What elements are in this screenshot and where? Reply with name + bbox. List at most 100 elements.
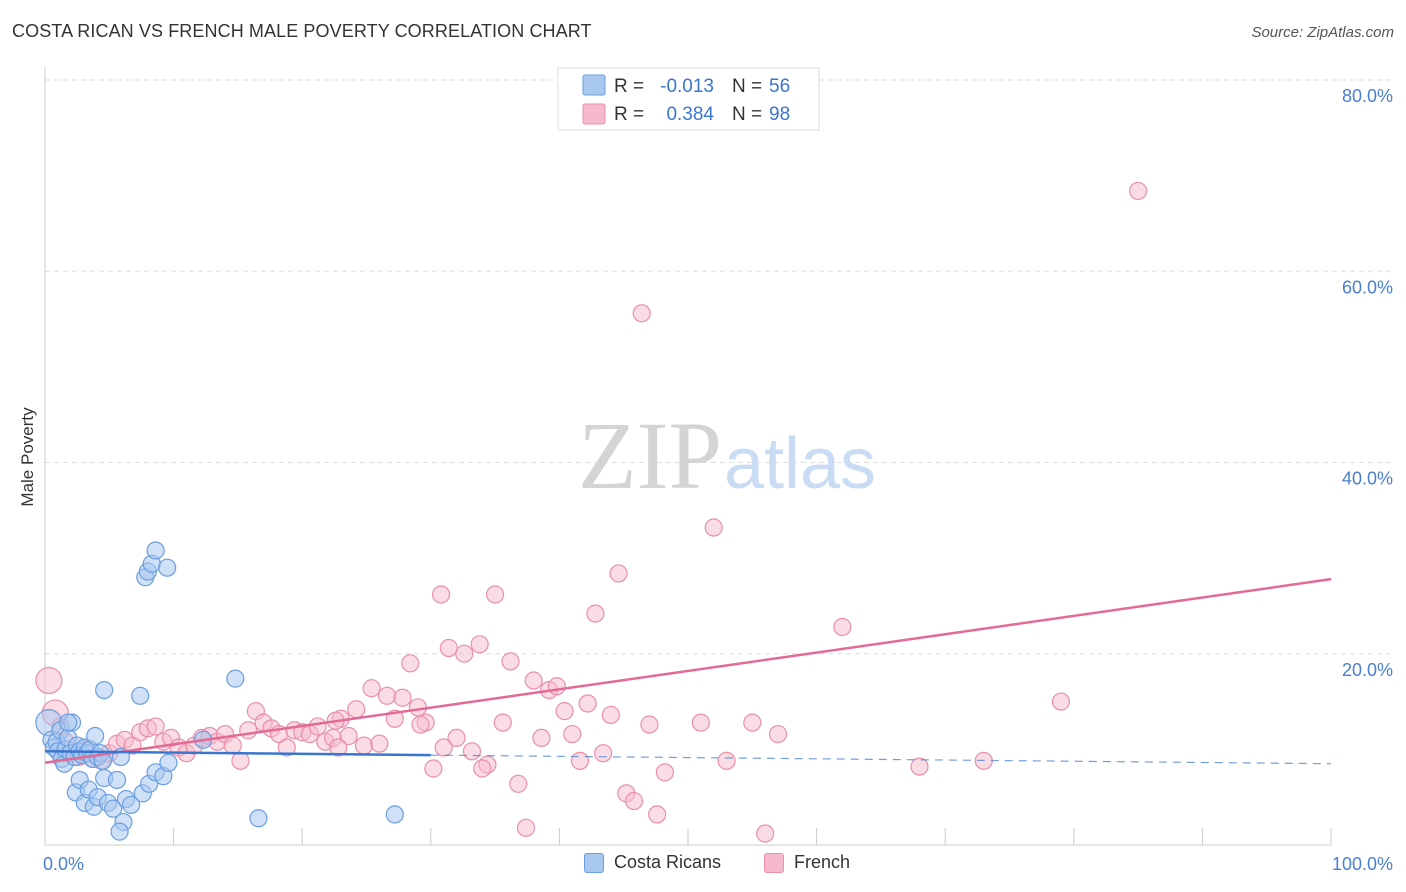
french-point (277, 738, 296, 757)
costa-ricans-point (110, 822, 129, 841)
french-point (473, 759, 492, 778)
french-point (640, 715, 659, 734)
french-point (509, 774, 528, 793)
french-point (470, 635, 489, 654)
y-tick-label-0: 20.0% (1342, 660, 1393, 680)
legend-r-label-2: R = (614, 104, 644, 125)
french-point (743, 713, 762, 732)
french-point (447, 728, 466, 748)
french-point (532, 728, 551, 748)
costa-ricans-point (122, 795, 141, 814)
costa-ricans-point (158, 558, 177, 577)
french-point (524, 671, 543, 690)
french-point (434, 738, 453, 757)
costa-ricans-point (107, 770, 127, 790)
french-point (756, 824, 775, 843)
x-tick-labels: 0.0% 100.0% (43, 854, 1393, 874)
legend-item-costa-ricans: Costa Ricans (584, 852, 721, 873)
french-point (586, 604, 605, 623)
costa-ricans-trend-line (44, 750, 431, 757)
french-point (563, 724, 582, 744)
french-point (329, 738, 348, 757)
french-point (516, 818, 536, 837)
french-point (370, 734, 389, 753)
french-point (455, 644, 474, 663)
source-label: Source: ZipAtlas.com (1251, 24, 1394, 41)
costa-ricans-point (131, 686, 150, 705)
bottom-legend: Costa Ricans French (0, 852, 1406, 878)
french-point (609, 564, 628, 583)
french-point (624, 791, 644, 811)
french-point (1128, 181, 1148, 201)
costa-ricans-point (385, 805, 404, 824)
french-point (408, 698, 428, 717)
legend-label-french: French (794, 852, 851, 872)
french-point (339, 726, 358, 746)
gridlines (45, 79, 1393, 655)
y-tick-label-1: 40.0% (1342, 469, 1393, 489)
french-point (594, 744, 613, 763)
french-point (493, 713, 512, 732)
french-point (308, 717, 327, 736)
french-point (910, 757, 929, 776)
french-point (486, 585, 505, 604)
legend-n-value-1: 56 (769, 76, 790, 97)
french-point (231, 751, 250, 770)
costa-ricans-point (146, 541, 165, 560)
french-point (401, 654, 420, 673)
french-trend-line (44, 577, 1332, 764)
costa-ricans-point (249, 809, 268, 828)
legend-r-label-1: R = (614, 76, 644, 97)
french-point (431, 585, 451, 604)
legend-r-value-1: -0.013 (660, 76, 714, 97)
french-point (704, 518, 723, 537)
french-point (362, 679, 381, 698)
french-point (578, 694, 597, 713)
french-point (393, 688, 412, 707)
y-tick-labels: 20.0% 40.0% 60.0% 80.0% (1342, 86, 1393, 680)
legend-n-label-1: N = (732, 76, 762, 97)
french-point (424, 759, 443, 778)
trend-lines (44, 577, 1332, 765)
costa-ricans-trend-extension (430, 754, 1332, 765)
costa-ricans-point (86, 726, 105, 746)
french-point (648, 805, 667, 824)
costa-ricans-point (226, 669, 245, 688)
french-point (354, 736, 374, 755)
french-point (768, 724, 788, 744)
french-point (347, 700, 366, 719)
chart-title: COSTA RICAN VS FRENCH MALE POVERTY CORRE… (12, 21, 592, 41)
french-point (833, 617, 852, 637)
legend-n-value-2: 98 (769, 104, 790, 125)
french-point (411, 715, 430, 734)
legend-swatch-french (764, 852, 784, 873)
legend-label-costa-ricans: Costa Ricans (614, 852, 722, 872)
french-point (655, 763, 674, 782)
watermark-atlas: atlas (724, 424, 876, 504)
french-point (632, 304, 651, 323)
french-point (717, 751, 736, 770)
french-point (146, 717, 165, 736)
french-point (501, 652, 520, 671)
french-point (377, 686, 397, 705)
y-axis-label: Male Poverty (18, 407, 37, 507)
legend-swatch-costa-ricans (584, 852, 604, 873)
costa-ricans-point (159, 753, 178, 772)
french-point (439, 638, 458, 658)
french-point (555, 702, 574, 721)
french-point (547, 677, 566, 696)
french-point (462, 742, 482, 761)
french-point (239, 721, 258, 740)
french-point (1051, 692, 1071, 711)
french-point (223, 736, 242, 755)
french-point (601, 705, 620, 725)
legend-swatch-blue (582, 74, 606, 96)
legend-item-french: French (764, 852, 850, 873)
legend-n-label-2: N = (732, 104, 762, 125)
french-point (570, 751, 590, 770)
costa-ricans-point (95, 680, 114, 700)
french-point (691, 713, 710, 732)
costa-ricans-point (59, 713, 78, 732)
costa-ricans-point (104, 799, 123, 818)
